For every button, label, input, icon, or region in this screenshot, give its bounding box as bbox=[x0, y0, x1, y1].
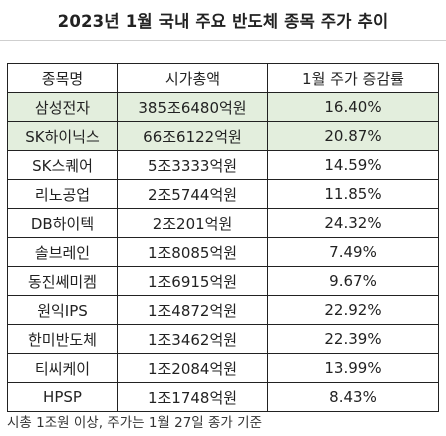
change-cell: 22.92% bbox=[267, 295, 439, 325]
market-cap-cell: 5조3333억원 bbox=[117, 150, 268, 180]
stock-name-cell: DB하이텍 bbox=[7, 208, 118, 238]
change-cell: 16.40% bbox=[267, 92, 439, 122]
market-cap-cell: 2조5744억원 bbox=[117, 179, 268, 209]
table-row: 삼성전자 385조6480억원 16.40% bbox=[7, 92, 439, 122]
column-header-market-cap: 시가총액 bbox=[117, 63, 268, 93]
column-header-name: 종목명 bbox=[7, 63, 118, 93]
change-cell: 22.39% bbox=[267, 324, 439, 354]
page-title: 2023년 1월 국내 주요 반도체 종목 주가 추이 bbox=[57, 12, 389, 31]
change-cell: 20.87% bbox=[267, 121, 439, 151]
stock-name-cell: 삼성전자 bbox=[7, 92, 118, 122]
change-cell: 8.43% bbox=[267, 382, 439, 412]
stock-name-cell: 한미반도체 bbox=[7, 324, 118, 354]
footnote: 시총 1조원 이상, 주가는 1월 27일 종가 기준 bbox=[7, 415, 262, 431]
stock-name-cell: 솔브레인 bbox=[7, 237, 118, 267]
table-row: SK하이닉스 66조6122억원 20.87% bbox=[7, 121, 439, 151]
stock-name-cell: 리노공업 bbox=[7, 179, 118, 209]
table-row: 티씨케이 1조2084억원 13.99% bbox=[7, 353, 439, 383]
change-cell: 14.59% bbox=[267, 150, 439, 180]
stock-name-cell: SK하이닉스 bbox=[7, 121, 118, 151]
table-row: 한미반도체 1조3462억원 22.39% bbox=[7, 324, 439, 354]
market-cap-cell: 385조6480억원 bbox=[117, 92, 268, 122]
table-header-row: 종목명 시가총액 1월 주가 증감률 bbox=[7, 63, 439, 93]
table-row: 원익IPS 1조4872억원 22.92% bbox=[7, 295, 439, 325]
title-divider bbox=[0, 40, 446, 41]
table-row: HPSP 1조1748억원 8.43% bbox=[7, 382, 439, 412]
market-cap-cell: 1조4872억원 bbox=[117, 295, 268, 325]
change-cell: 11.85% bbox=[267, 179, 439, 209]
column-header-change: 1월 주가 증감률 bbox=[267, 63, 439, 93]
table-row: SK스퀘어 5조3333억원 14.59% bbox=[7, 150, 439, 180]
table-row: 동진쎄미켐 1조6915억원 9.67% bbox=[7, 266, 439, 296]
change-cell: 24.32% bbox=[267, 208, 439, 238]
stock-name-cell: 티씨케이 bbox=[7, 353, 118, 383]
market-cap-cell: 1조2084억원 bbox=[117, 353, 268, 383]
market-cap-cell: 2조201억원 bbox=[117, 208, 268, 238]
change-cell: 7.49% bbox=[267, 237, 439, 267]
market-cap-cell: 1조3462억원 bbox=[117, 324, 268, 354]
market-cap-cell: 1조8085억원 bbox=[117, 237, 268, 267]
stock-name-cell: 동진쎄미켐 bbox=[7, 266, 118, 296]
market-cap-cell: 1조6915억원 bbox=[117, 266, 268, 296]
table-row: 솔브레인 1조8085억원 7.49% bbox=[7, 237, 439, 267]
market-cap-cell: 1조1748억원 bbox=[117, 382, 268, 412]
change-cell: 13.99% bbox=[267, 353, 439, 383]
change-cell: 9.67% bbox=[267, 266, 439, 296]
table-row: DB하이텍 2조201억원 24.32% bbox=[7, 208, 439, 238]
stock-name-cell: SK스퀘어 bbox=[7, 150, 118, 180]
stock-name-cell: HPSP bbox=[7, 382, 118, 412]
stock-table: 종목명 시가총액 1월 주가 증감률 삼성전자 385조6480억원 16.40… bbox=[7, 63, 439, 412]
stock-name-cell: 원익IPS bbox=[7, 295, 118, 325]
market-cap-cell: 66조6122억원 bbox=[117, 121, 268, 151]
table-row: 리노공업 2조5744억원 11.85% bbox=[7, 179, 439, 209]
